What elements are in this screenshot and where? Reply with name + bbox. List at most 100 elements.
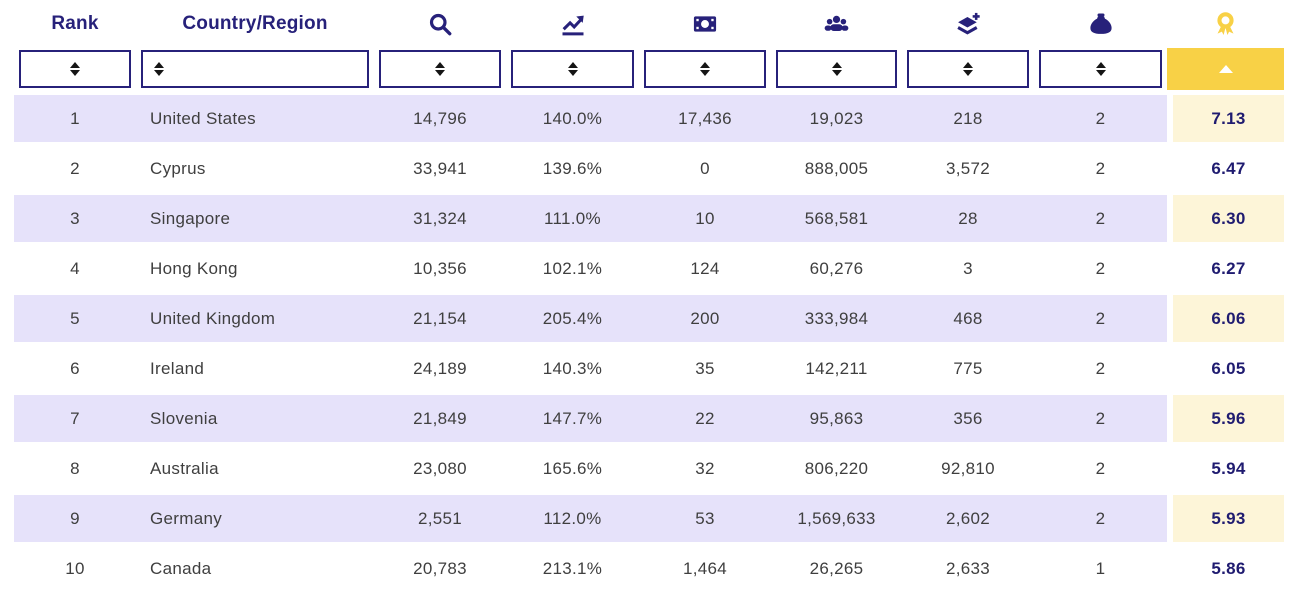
table-row: 2 Cyprus 33,941 139.6% 0 888,005 3,572 2 6.47 bbox=[14, 145, 1284, 192]
rank-cell: 2 bbox=[14, 145, 136, 192]
value-cell-2: 165.6% bbox=[506, 445, 639, 492]
value-cell-1: 20,783 bbox=[374, 545, 506, 592]
value-cell-4: 333,984 bbox=[771, 295, 902, 342]
table-row: 9 Germany 2,551 112.0% 53 1,569,633 2,602 2 5.93 bbox=[14, 495, 1284, 542]
value-cell-4: 95,863 bbox=[771, 395, 902, 442]
rank-cell: 7 bbox=[14, 395, 136, 442]
score-cell: 6.30 bbox=[1167, 195, 1284, 242]
people-icon bbox=[771, 0, 902, 48]
value-cell-6: 2 bbox=[1034, 95, 1167, 142]
score-cell: 6.05 bbox=[1167, 345, 1284, 392]
value-cell-1: 31,324 bbox=[374, 195, 506, 242]
score-cell: 5.86 bbox=[1167, 545, 1284, 592]
value-cell-1: 24,189 bbox=[374, 345, 506, 392]
value-cell-2: 111.0% bbox=[506, 195, 639, 242]
value-cell-6: 2 bbox=[1034, 395, 1167, 442]
rank-cell: 10 bbox=[14, 545, 136, 592]
sort-filter-score-active[interactable] bbox=[1167, 48, 1284, 90]
country-cell[interactable]: United Kingdom bbox=[136, 295, 374, 342]
sort-updown-icon bbox=[700, 62, 710, 76]
sort-filter-col7[interactable] bbox=[907, 50, 1029, 88]
value-cell-2: 140.3% bbox=[506, 345, 639, 392]
table-row: 4 Hong Kong 10,356 102.1% 124 60,276 3 2 6.27 bbox=[14, 245, 1284, 292]
value-cell-1: 23,080 bbox=[374, 445, 506, 492]
sort-filter-col6[interactable] bbox=[776, 50, 897, 88]
value-cell-5: 218 bbox=[902, 95, 1034, 142]
value-cell-1: 33,941 bbox=[374, 145, 506, 192]
value-cell-3: 124 bbox=[639, 245, 771, 292]
sort-filter-rank[interactable] bbox=[19, 50, 131, 88]
value-cell-3: 35 bbox=[639, 345, 771, 392]
value-cell-2: 102.1% bbox=[506, 245, 639, 292]
value-cell-2: 213.1% bbox=[506, 545, 639, 592]
value-cell-1: 21,849 bbox=[374, 395, 506, 442]
country-cell[interactable]: Australia bbox=[136, 445, 374, 492]
country-cell[interactable]: Canada bbox=[136, 545, 374, 592]
value-cell-5: 2,633 bbox=[902, 545, 1034, 592]
sort-updown-icon bbox=[1095, 62, 1106, 76]
value-cell-4: 26,265 bbox=[771, 545, 902, 592]
money-bag-icon bbox=[1034, 0, 1167, 48]
rank-cell: 1 bbox=[14, 95, 136, 142]
rank-cell: 4 bbox=[14, 245, 136, 292]
rank-cell: 9 bbox=[14, 495, 136, 542]
table-row: 3 Singapore 31,324 111.0% 10 568,581 28 2 6.30 bbox=[14, 195, 1284, 242]
column-header-rank: Rank bbox=[14, 0, 136, 48]
value-cell-1: 21,154 bbox=[374, 295, 506, 342]
value-cell-3: 1,464 bbox=[639, 545, 771, 592]
rank-column-label: Rank bbox=[51, 13, 99, 34]
value-cell-2: 147.7% bbox=[506, 395, 639, 442]
country-cell[interactable]: Slovenia bbox=[136, 395, 374, 442]
rank-cell: 5 bbox=[14, 295, 136, 342]
country-cell[interactable]: Ireland bbox=[136, 345, 374, 392]
country-column-label: Country/Region bbox=[182, 13, 328, 34]
value-cell-2: 205.4% bbox=[506, 295, 639, 342]
sort-updown-icon bbox=[567, 62, 578, 76]
sort-filter-col5[interactable] bbox=[644, 50, 766, 88]
score-cell: 6.27 bbox=[1167, 245, 1284, 292]
value-cell-3: 200 bbox=[639, 295, 771, 342]
value-cell-4: 142,211 bbox=[771, 345, 902, 392]
table-row: 1 United States 14,796 140.0% 17,436 19,023 21… bbox=[14, 95, 1284, 142]
country-cell[interactable]: Germany bbox=[136, 495, 374, 542]
sort-updown-icon bbox=[70, 62, 80, 76]
value-cell-3: 22 bbox=[639, 395, 771, 442]
sort-updown-icon bbox=[154, 62, 164, 76]
value-cell-2: 112.0% bbox=[506, 495, 639, 542]
sort-filter-col3[interactable] bbox=[379, 50, 501, 88]
sort-updown-icon bbox=[831, 62, 842, 76]
add-layers-icon bbox=[902, 0, 1034, 48]
value-cell-6: 2 bbox=[1034, 445, 1167, 492]
table-row: 7 Slovenia 21,849 147.7% 22 95,863 356 2 5.96 bbox=[14, 395, 1284, 442]
trend-chart-icon bbox=[506, 0, 639, 48]
table-row: 5 United Kingdom 21,154 205.4% 200 333,984 468… bbox=[14, 295, 1284, 342]
value-cell-2: 140.0% bbox=[506, 95, 639, 142]
sort-filter-col4[interactable] bbox=[511, 50, 634, 88]
filter-row bbox=[14, 48, 1284, 90]
value-cell-5: 468 bbox=[902, 295, 1034, 342]
value-cell-6: 2 bbox=[1034, 145, 1167, 192]
value-cell-5: 28 bbox=[902, 195, 1034, 242]
score-cell: 6.47 bbox=[1167, 145, 1284, 192]
value-cell-5: 92,810 bbox=[902, 445, 1034, 492]
value-cell-5: 3,572 bbox=[902, 145, 1034, 192]
value-cell-6: 2 bbox=[1034, 295, 1167, 342]
value-cell-6: 2 bbox=[1034, 245, 1167, 292]
value-cell-3: 17,436 bbox=[639, 95, 771, 142]
value-cell-6: 1 bbox=[1034, 545, 1167, 592]
sort-updown-icon bbox=[963, 62, 973, 76]
country-cell[interactable]: United States bbox=[136, 95, 374, 142]
table-row: 6 Ireland 24,189 140.3% 35 142,211 775 2 6.05 bbox=[14, 345, 1284, 392]
score-cell: 5.96 bbox=[1167, 395, 1284, 442]
country-cell[interactable]: Cyprus bbox=[136, 145, 374, 192]
banknote-icon bbox=[639, 0, 771, 48]
sort-filter-col8[interactable] bbox=[1039, 50, 1162, 88]
table-row: 10 Canada 20,783 213.1% 1,464 26,265 2,633 1 5.8… bbox=[14, 545, 1284, 592]
value-cell-2: 139.6% bbox=[506, 145, 639, 192]
value-cell-5: 2,602 bbox=[902, 495, 1034, 542]
sort-filter-country[interactable] bbox=[141, 50, 369, 88]
value-cell-4: 568,581 bbox=[771, 195, 902, 242]
country-cell[interactable]: Singapore bbox=[136, 195, 374, 242]
country-cell[interactable]: Hong Kong bbox=[136, 245, 374, 292]
value-cell-4: 806,220 bbox=[771, 445, 902, 492]
